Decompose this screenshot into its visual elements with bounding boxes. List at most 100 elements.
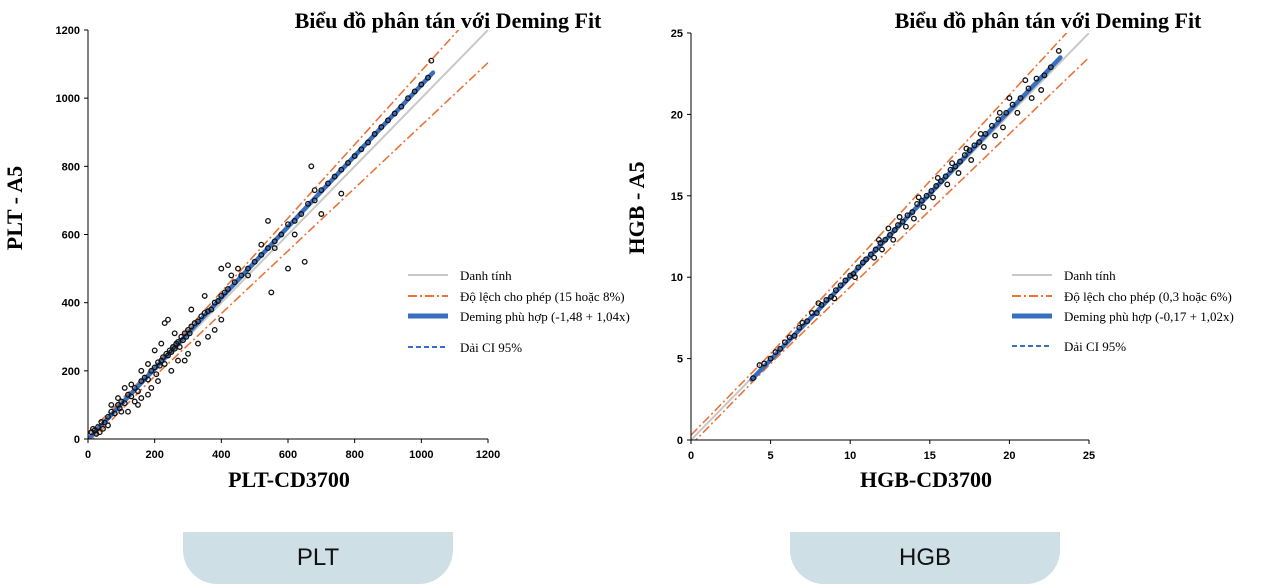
plt-data-point [291, 231, 298, 238]
plt-data-point [195, 318, 201, 325]
plt-data-point [148, 384, 155, 391]
plt-data-point [311, 187, 318, 194]
plt-data-point [156, 362, 163, 369]
plt-data-point [291, 217, 298, 224]
plt-data-point [211, 326, 218, 333]
plt-data-point [101, 419, 108, 426]
plt-data-point [258, 241, 265, 248]
plt-x-tick-label: 800 [345, 449, 363, 461]
hgb-chart-title: Biểu đồ phân tán với Deming Fit [895, 8, 1202, 33]
plt-legend-ci: Dải CI 95% [460, 340, 522, 355]
plt-data-point [168, 349, 175, 356]
plt-data-point [93, 430, 100, 437]
hgb-data-point [904, 212, 911, 219]
hgb-y-axis-label: HGB - A5 [624, 162, 649, 255]
hgb-data-point [902, 223, 909, 230]
plt-data-point [425, 74, 431, 81]
hgb-lower-bias-limit [694, 56, 1089, 440]
plt-data-point [365, 139, 371, 146]
plt-lower-bias-limit [91, 62, 488, 439]
hgb-data-point [1047, 64, 1054, 71]
plt-y-axis-label: PLT - A5 [2, 166, 27, 250]
hgb-legend: Danh tính Độ lệch cho phép (0,3 hoặc 6%)… [1012, 268, 1234, 354]
plt-data-point [175, 357, 181, 364]
hgb-deming-fit-line [749, 55, 1063, 382]
plt-data-point [318, 187, 325, 194]
plt-data-point [208, 306, 215, 313]
tab-plt[interactable]: PLT [183, 532, 453, 584]
hgb-ticks: 0 5 10 15 20 25 0 5 10 15 20 25 [671, 28, 1095, 462]
hgb-x-tick-label: 25 [1083, 450, 1095, 462]
hgb-data-point [944, 181, 951, 188]
hgb-data-point [786, 334, 793, 341]
hgb-data-point [1003, 109, 1010, 116]
hgb-data-point [875, 236, 882, 243]
hgb-data-point [761, 360, 768, 367]
hgb-data-point [1022, 77, 1029, 84]
plt-x-tick-label: 1000 [409, 449, 433, 461]
hgb-data-point [899, 218, 906, 225]
hgb-data-point [1041, 72, 1048, 79]
hgb-data-point [781, 339, 788, 346]
plt-data-point [305, 200, 311, 207]
hgb-data-point [988, 122, 995, 129]
hgb-plot-area [691, 33, 1089, 440]
plt-data-point [298, 211, 305, 217]
plt-y-tick-label: 400 [62, 298, 80, 310]
plt-data-point [245, 265, 251, 272]
plt-data-point [165, 352, 171, 359]
hgb-legend-allowable: Độ lệch cho phép (0,3 hoặc 6%) [1064, 289, 1232, 304]
hgb-data-point [823, 297, 830, 303]
plt-data-point [301, 258, 308, 265]
hgb-data-point [1038, 87, 1045, 93]
plt-data-point [121, 400, 128, 407]
hgb-data-point [772, 349, 779, 356]
hgb-data-point [767, 355, 774, 362]
hgb-chart: Biểu đồ phân tán với Deming Fit 0 5 10 15 20… [624, 8, 1234, 492]
hgb-data-point [914, 200, 921, 207]
hgb-data-point [971, 142, 978, 149]
plt-data-point [128, 393, 135, 400]
hgb-y-tick-label: 20 [671, 109, 683, 121]
plt-data-point [411, 88, 418, 95]
plt-data-point [268, 289, 275, 296]
hgb-data-point [777, 345, 784, 352]
plt-x-tick-label: 0 [85, 449, 91, 461]
plt-upper-bias-limit [88, 30, 460, 435]
plt-data-point [95, 424, 101, 431]
hgb-data-point [863, 256, 870, 263]
hgb-data-point [852, 274, 858, 281]
plt-data-point [135, 388, 141, 395]
hgb-data-point [933, 183, 940, 189]
hgb-data-point [796, 324, 803, 331]
plt-data-point [105, 413, 111, 420]
hgb-data-point [831, 295, 838, 302]
hgb-data-point [859, 259, 866, 266]
hgb-data-point [947, 166, 954, 173]
plt-data-point [131, 398, 138, 405]
plt-data-point [418, 81, 425, 88]
plt-data-point [231, 279, 238, 286]
hgb-legend-identity: Danh tính [1064, 268, 1116, 283]
plt-data-point [183, 333, 190, 340]
plt-data-point [215, 298, 221, 304]
plt-y-tick-label: 1200 [56, 25, 80, 37]
plt-data-point [195, 340, 201, 347]
plt-data-point [171, 345, 178, 352]
hgb-data-point [1055, 47, 1062, 54]
plt-data-point [351, 153, 358, 160]
plt-data-point [98, 419, 105, 425]
hgb-legend-deming: Deming phù hợp (-0,17 + 1,02x) [1064, 309, 1234, 324]
plt-data-point [251, 258, 258, 265]
plt-data-point [151, 347, 158, 354]
plt-data-point [160, 354, 166, 361]
plt-data-point [278, 231, 285, 238]
plt-data-point [228, 272, 235, 279]
plt-data-point [201, 292, 208, 299]
hgb-data-point [867, 251, 874, 258]
hgb-data-point [909, 209, 916, 216]
plt-data-point [308, 163, 315, 170]
plt-data-point [180, 337, 186, 344]
tab-hgb[interactable]: HGB [790, 532, 1060, 584]
plt-data-point [145, 376, 151, 383]
